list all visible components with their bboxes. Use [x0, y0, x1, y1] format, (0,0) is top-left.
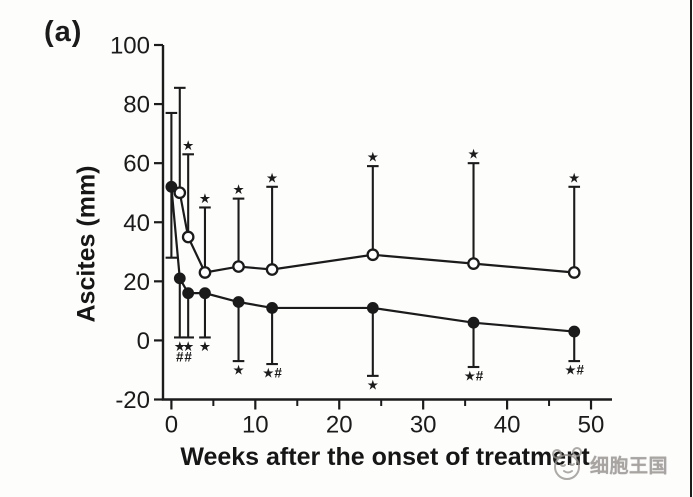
significance-star: ★ [568, 170, 580, 185]
data-point-filled-circle [568, 325, 581, 338]
y-tick-label: -20 [115, 387, 150, 414]
x-tick-label: 40 [494, 412, 521, 439]
significance-mark: # [176, 349, 184, 364]
significance-mark: ★ [367, 377, 379, 392]
significance-star: ★ [199, 191, 211, 206]
significance-mark: ★ [232, 363, 244, 378]
significance-star: ★ [266, 170, 278, 185]
data-point-open-circle [173, 186, 187, 200]
data-point-filled-circle [199, 287, 211, 300]
data-point-filled-circle [232, 296, 245, 308]
series-line [178, 192, 575, 274]
image-right-edge [690, 0, 692, 497]
y-tick-label: 40 [123, 210, 150, 237]
significance-star: ★ [467, 147, 479, 162]
y-axis-title: Ascites (mm) [72, 165, 101, 323]
x-tick-label: 10 [242, 412, 269, 439]
y-tick-label: 60 [123, 151, 150, 178]
y-tick-label: 80 [123, 92, 150, 119]
data-point-filled-circle [182, 287, 195, 300]
data-point-filled-circle [366, 302, 379, 314]
x-axis-title: Weeks after the onset of treatment [180, 443, 590, 471]
x-tick-label: 30 [410, 412, 437, 439]
x-tick-label: 50 [578, 412, 605, 439]
significance-mark: # [184, 349, 192, 364]
series-open-circle-group: ★ ★ ★ ★ ★ ★ ★ [173, 86, 581, 279]
significance-mark: ★ [174, 339, 186, 354]
data-point-open-circle [198, 266, 212, 279]
x-tick-label: 0 [165, 412, 178, 439]
significance-star: ★ [367, 150, 379, 165]
significance-mark: ★# [262, 366, 282, 381]
watermark-text: 细胞王国 [590, 454, 669, 477]
cell-mascot-icon [552, 447, 582, 480]
y-tick-label: 20 [123, 269, 150, 296]
data-point-open-circle [232, 260, 245, 273]
data-point-open-circle [567, 266, 581, 279]
significance-star: ★ [232, 182, 244, 197]
y-tick-label: 0 [137, 328, 150, 355]
panel-label: (a) [44, 16, 83, 48]
significance-mark: ★ [199, 339, 211, 354]
data-point-filled-circle [173, 272, 186, 285]
significance-mark: ★# [564, 363, 584, 378]
watermark: 细胞王国 [547, 443, 668, 485]
series-filled-circle-group: ★#★#★★ ★#★★# ★# [165, 111, 585, 392]
significance-star: ★ [182, 138, 194, 153]
significance-mark: ★ [182, 339, 194, 354]
data-point-filled-circle [266, 302, 279, 314]
data-point-filled-circle [165, 180, 178, 193]
data-point-open-circle [181, 230, 195, 244]
data-point-filled-circle [467, 316, 480, 329]
x-tick-label: 20 [326, 412, 353, 439]
significance-mark: ★# [464, 369, 484, 384]
data-point-open-circle [467, 257, 480, 270]
data-point-open-circle [265, 263, 279, 276]
data-point-open-circle [366, 248, 380, 262]
y-tick-label: 100 [110, 33, 150, 60]
